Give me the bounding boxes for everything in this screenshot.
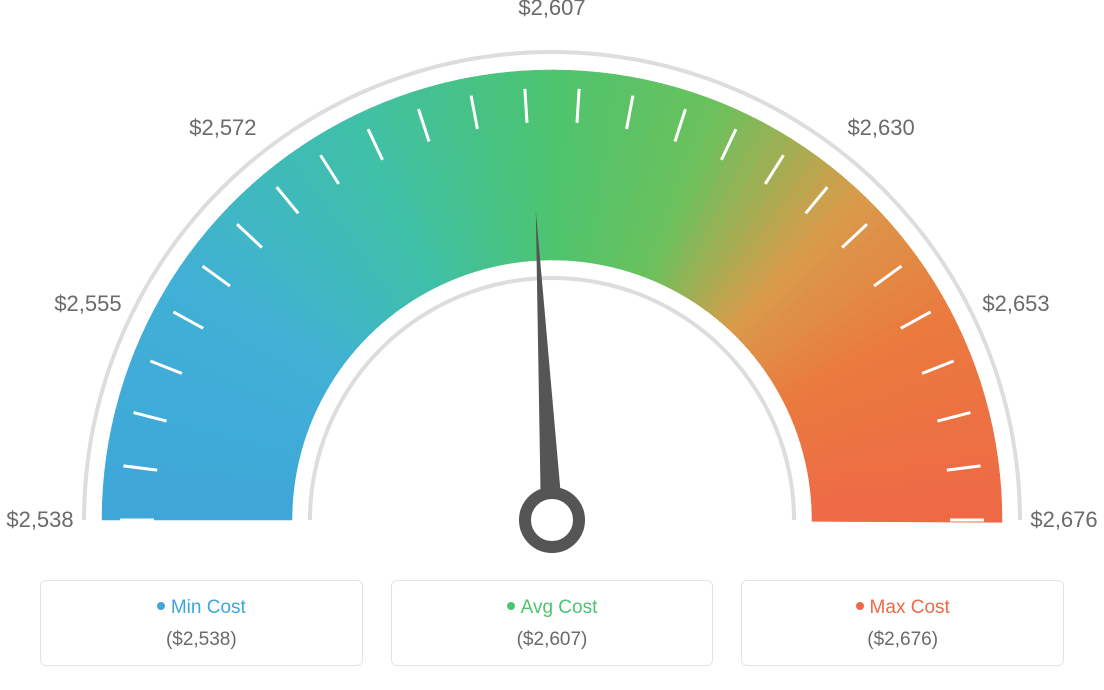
legend-card-min: Min Cost ($2,538) bbox=[40, 580, 363, 666]
gauge-tick-label: $2,555 bbox=[54, 291, 121, 317]
legend-row: Min Cost ($2,538) Avg Cost ($2,607) Max … bbox=[40, 580, 1064, 666]
gauge-tick-label: $2,653 bbox=[982, 291, 1049, 317]
legend-title-avg-text: Avg Cost bbox=[521, 597, 598, 618]
chart-container: $2,538 $2,555 $2,572 $2,607 $2,630 $2,653 $2,6… bbox=[0, 0, 1104, 690]
legend-value-avg: ($2,607) bbox=[404, 629, 701, 651]
legend-value-min: ($2,538) bbox=[53, 629, 350, 651]
legend-title-max-text: Max Cost bbox=[870, 597, 950, 618]
gauge-chart: $2,538 $2,555 $2,572 $2,607 $2,630 $2,653 $2,6… bbox=[0, 0, 1104, 560]
legend-card-max: Max Cost ($2,676) bbox=[741, 580, 1064, 666]
legend-title-min-text: Min Cost bbox=[171, 597, 246, 618]
gauge-tick-label: $2,676 bbox=[1030, 507, 1097, 533]
legend-title-avg: Avg Cost bbox=[404, 597, 701, 619]
legend-title-max: Max Cost bbox=[754, 597, 1051, 619]
gauge-tick-label: $2,607 bbox=[518, 0, 585, 21]
legend-value-max: ($2,676) bbox=[754, 629, 1051, 651]
legend-title-min: Min Cost bbox=[53, 597, 350, 619]
dot-icon bbox=[157, 602, 165, 610]
dot-icon bbox=[507, 602, 515, 610]
gauge-tick-label: $2,630 bbox=[847, 115, 914, 141]
legend-card-avg: Avg Cost ($2,607) bbox=[391, 580, 714, 666]
dot-icon bbox=[856, 602, 864, 610]
gauge-svg bbox=[0, 0, 1104, 560]
gauge-tick-label: $2,538 bbox=[6, 507, 73, 533]
gauge-tick-label: $2,572 bbox=[189, 115, 256, 141]
